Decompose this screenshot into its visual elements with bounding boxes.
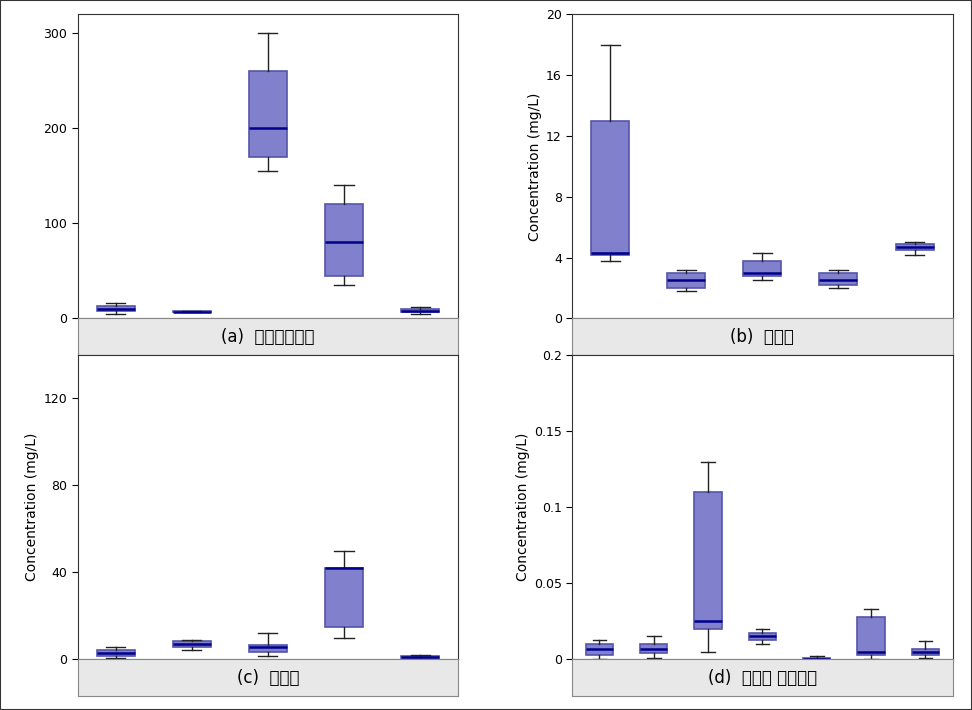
PathPatch shape: [97, 306, 135, 311]
Text: (d)  중금속 오염물질: (d) 중금속 오염물질: [708, 669, 816, 687]
PathPatch shape: [748, 633, 776, 640]
PathPatch shape: [668, 273, 706, 288]
PathPatch shape: [895, 244, 933, 250]
Text: (b)  양이온: (b) 양이온: [730, 328, 794, 346]
PathPatch shape: [401, 309, 439, 312]
Text: (c)  음이온: (c) 음이온: [237, 669, 299, 687]
PathPatch shape: [401, 656, 439, 658]
PathPatch shape: [325, 568, 363, 627]
PathPatch shape: [641, 644, 668, 653]
PathPatch shape: [803, 657, 830, 660]
Text: (a)  현장간이수질: (a) 현장간이수질: [222, 328, 315, 346]
PathPatch shape: [857, 617, 885, 655]
PathPatch shape: [694, 492, 721, 629]
PathPatch shape: [249, 71, 287, 157]
PathPatch shape: [744, 261, 781, 276]
Y-axis label: Concentration (mg/L): Concentration (mg/L): [528, 92, 541, 241]
PathPatch shape: [591, 121, 629, 255]
Y-axis label: Concentration (mg/L): Concentration (mg/L): [515, 433, 530, 581]
PathPatch shape: [819, 273, 857, 285]
Y-axis label: Concentration (mg/L): Concentration (mg/L): [25, 433, 40, 581]
PathPatch shape: [97, 650, 135, 656]
PathPatch shape: [586, 644, 613, 655]
PathPatch shape: [912, 649, 939, 655]
PathPatch shape: [249, 645, 287, 652]
PathPatch shape: [173, 641, 211, 648]
PathPatch shape: [325, 204, 363, 275]
